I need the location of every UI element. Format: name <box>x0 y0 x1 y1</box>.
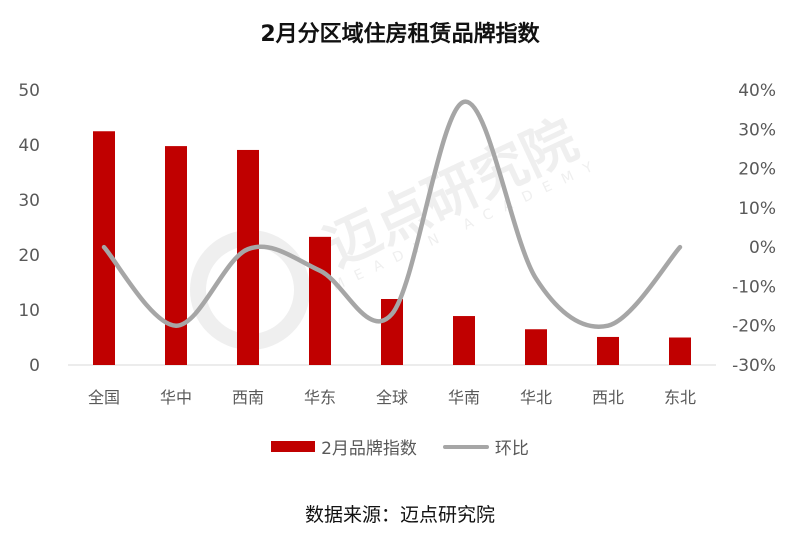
bar <box>669 337 691 365</box>
bar <box>453 316 475 365</box>
x-tick-label: 西北 <box>592 388 624 407</box>
legend-line-label: 环比 <box>494 439 529 459</box>
legend-bar-swatch <box>271 441 316 452</box>
y-right-tick-label: -10% <box>732 277 776 297</box>
source-note: 数据来源：迈点研究院 <box>304 504 495 526</box>
y-left-tick-label: 0 <box>29 356 40 376</box>
x-tick-label: 华北 <box>520 388 552 407</box>
x-tick-label: 华中 <box>160 388 192 407</box>
y-left-tick-label: 30 <box>18 191 40 211</box>
y-right-tick-label: 10% <box>738 199 776 219</box>
bar <box>165 146 187 365</box>
y-left-tick-label: 10 <box>18 301 40 321</box>
bar <box>525 329 547 365</box>
y-left-tick-label: 40 <box>18 136 40 156</box>
legend-line-swatch <box>442 444 489 449</box>
chart-title: 2月分区域住房租赁品牌指数 <box>260 22 540 47</box>
y-right-tick-label: 40% <box>738 81 776 101</box>
y-left-tick-label: 20 <box>18 246 40 266</box>
x-tick-label: 华东 <box>304 388 336 407</box>
x-tick-label: 全国 <box>88 388 120 407</box>
x-tick-label: 华南 <box>448 388 480 407</box>
series-line <box>101 99 683 329</box>
y-left-tick-label: 50 <box>18 81 40 101</box>
y-right-tick-label: 0% <box>749 238 776 258</box>
legend-bar-label: 2月品牌指数 <box>321 439 417 459</box>
legend-item-line[interactable]: 环比 <box>442 434 529 459</box>
x-tick-label: 西南 <box>232 388 264 407</box>
x-tick-label: 东北 <box>664 388 696 407</box>
bar <box>381 299 403 365</box>
bar <box>597 336 619 365</box>
y-right-tick-label: -20% <box>732 317 776 337</box>
y-right-tick-label: 20% <box>738 160 776 180</box>
bar <box>237 149 259 365</box>
y-right-tick-label: -30% <box>732 356 776 376</box>
bar <box>309 236 331 365</box>
legend-item-bar[interactable]: 2月品牌指数 <box>271 434 417 459</box>
x-tick-label: 全球 <box>376 388 408 407</box>
legend: 2月品牌指数 环比 <box>0 434 800 459</box>
y-right-tick-label: 30% <box>738 120 776 140</box>
